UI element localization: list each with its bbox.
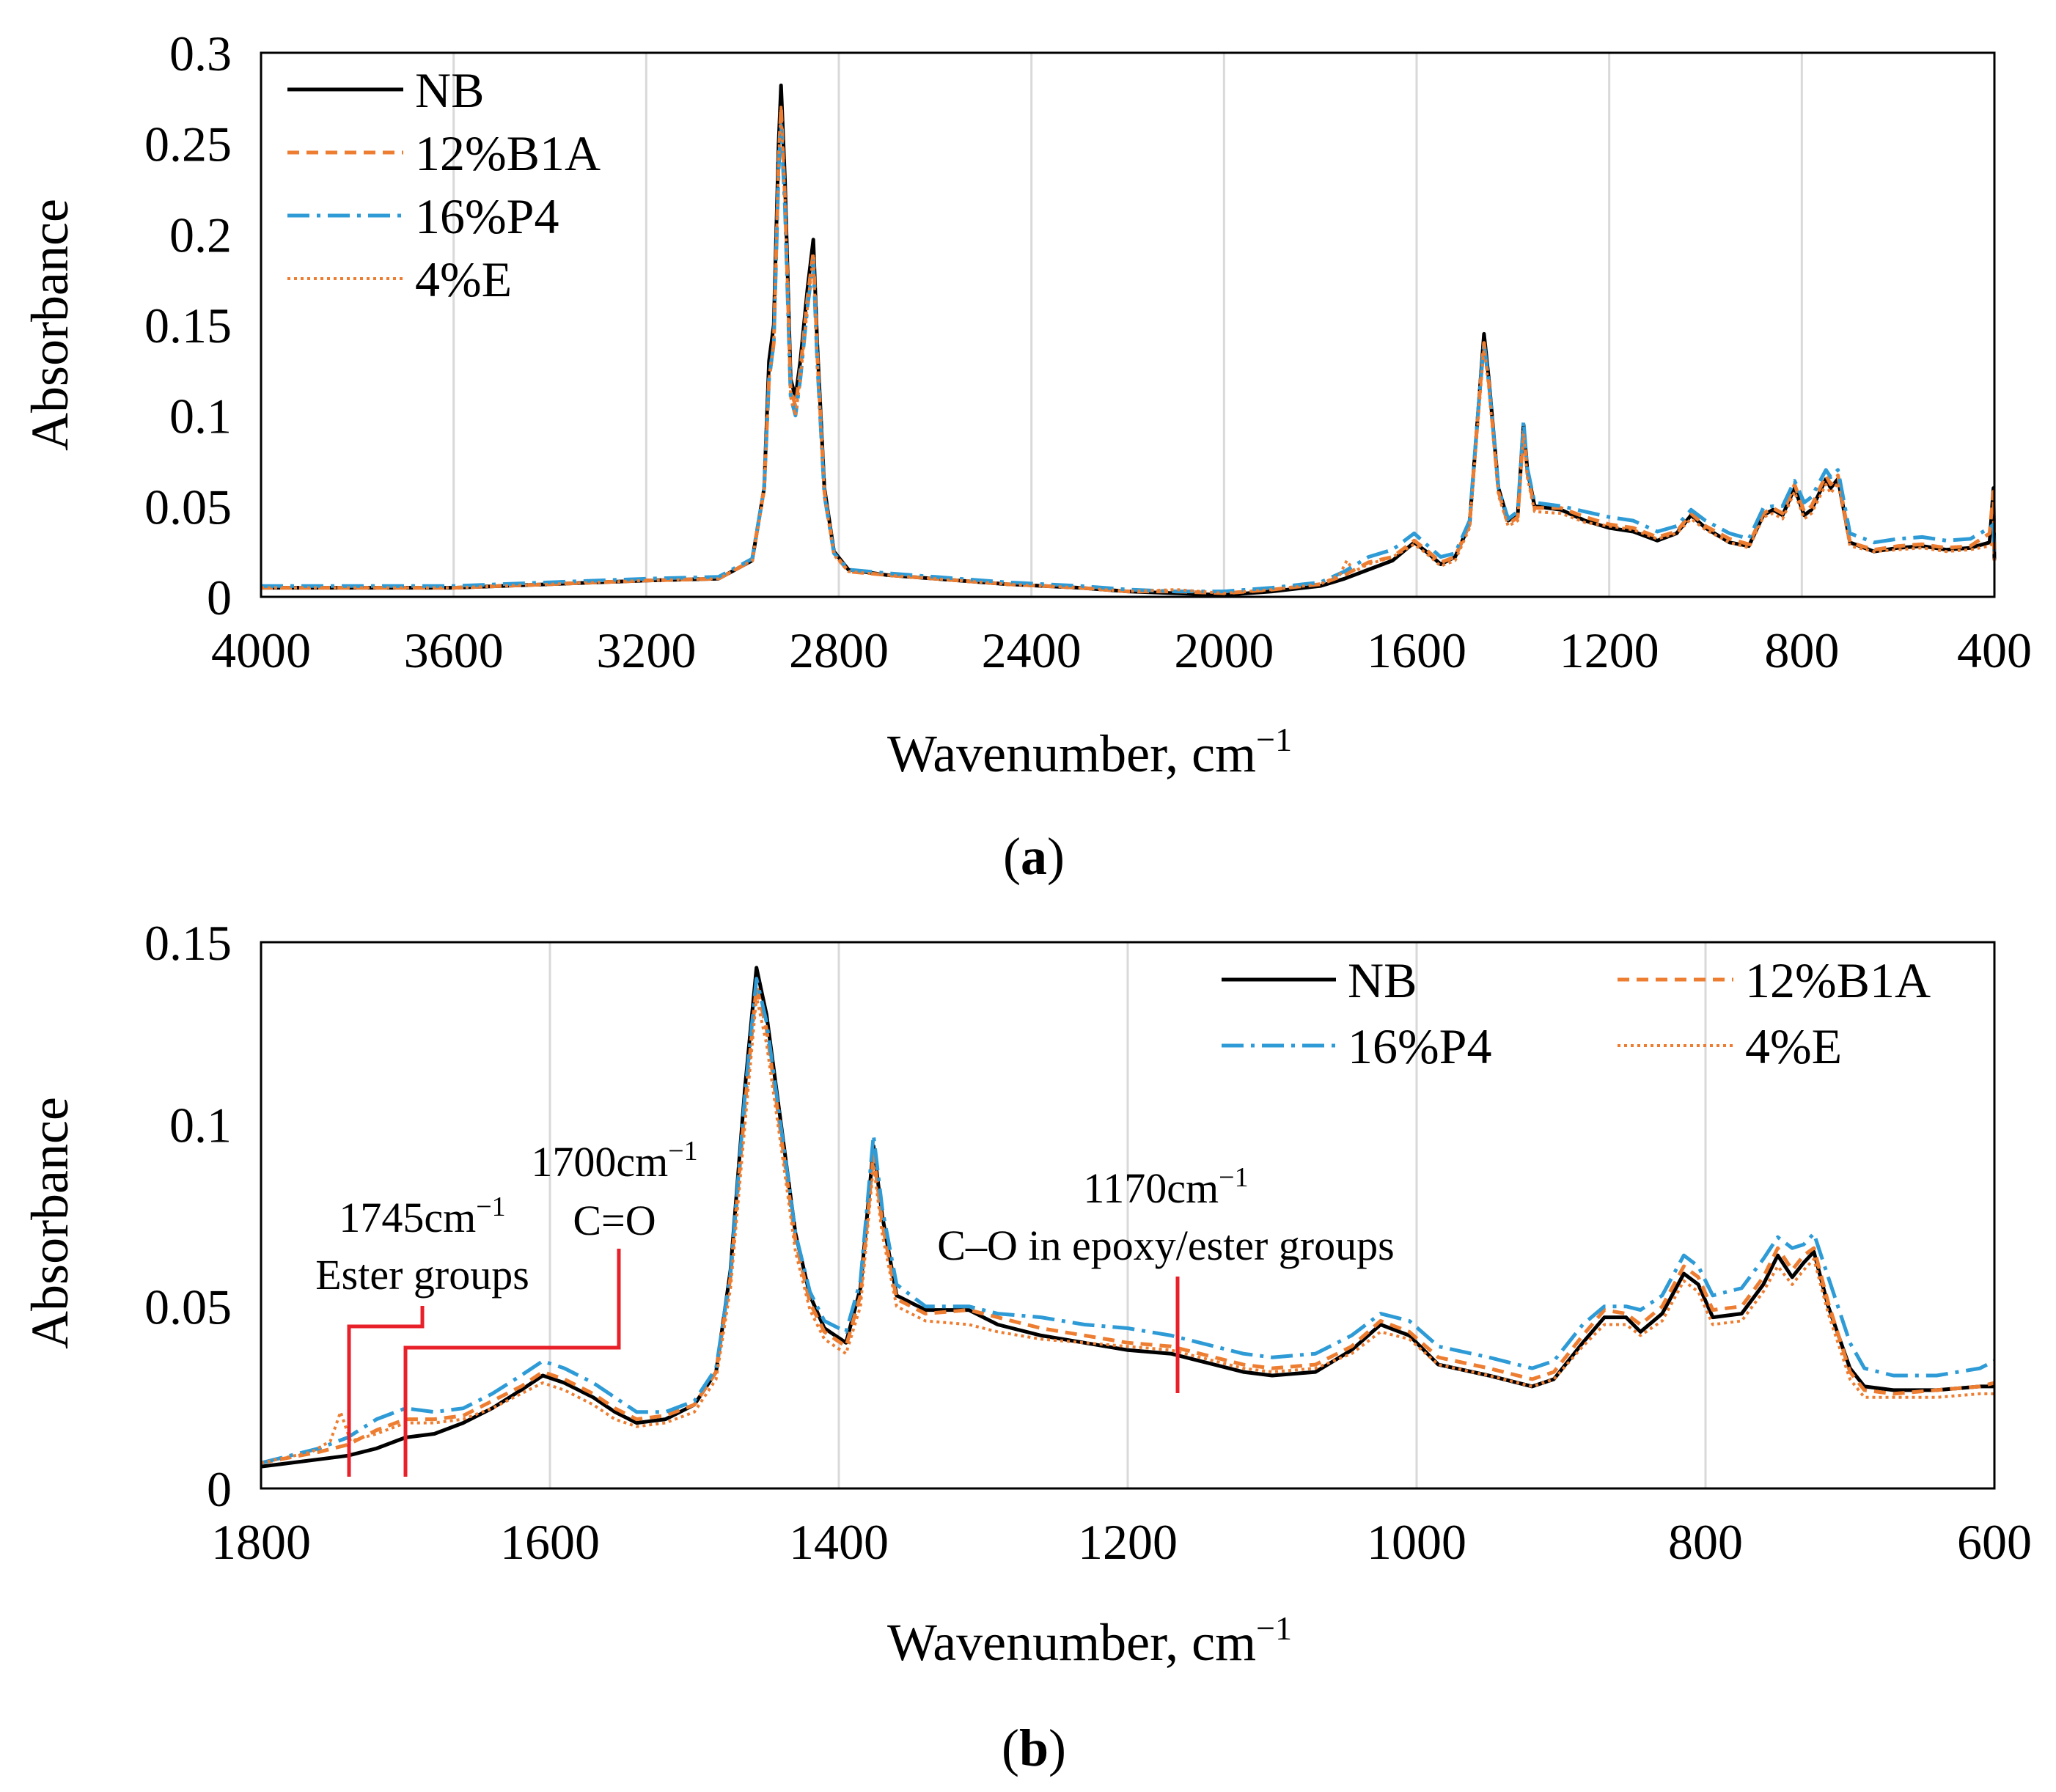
- chart-a-x-tick-label: 3200: [596, 623, 696, 678]
- chart-b-x-tick-label: 1400: [789, 1514, 889, 1570]
- legend-a-16p4-label: 16%P4: [415, 188, 559, 244]
- chart-b-legend: NB 12%B1A 16%P4 4%E: [1222, 952, 1931, 1074]
- chart-b-x-tick-labels: 1800 1600 1400 1200 1000 800 600: [211, 1514, 2032, 1570]
- chart-b-series: [260, 966, 1996, 1469]
- chart-a-x-tick-label: 3600: [404, 623, 504, 678]
- chart-b-annotations: 1745cm−1 Ester groups 1700cm−1 C=O 1170c…: [315, 1136, 1395, 1477]
- chart-b-x-tick-label: 1200: [1078, 1514, 1178, 1570]
- chart-a-x-tick-label: 2400: [982, 623, 1082, 678]
- chart-b-y-tick-label: 0.05: [144, 1279, 232, 1335]
- chart-b-y-axis-label: Absorbance: [21, 1097, 79, 1349]
- chart-b-series-16pct-p4: [260, 977, 1996, 1465]
- chart-a-y-tick-labels: 0 0.05 0.1 0.15 0.2 0.25 0.3: [144, 26, 232, 625]
- chart-b-x-tick-label: 600: [1957, 1514, 2032, 1570]
- chart-b-series-4pct-e: [260, 995, 1994, 1465]
- legend-b-12b1a-label: 12%B1A: [1745, 952, 1931, 1008]
- chart-a-y-tick-label: 0.3: [169, 26, 232, 81]
- chart-b: 00.050.10.15 1800 1600 1400 1200 1000 800 600 …: [21, 915, 2032, 1777]
- chart-a-x-tick-label: 1200: [1560, 623, 1659, 678]
- chart-b-y-tick-label: 0.1: [169, 1097, 232, 1153]
- annotation-1745-bracket: [347, 1306, 425, 1477]
- chart-a-x-axis-label: Wavenumber, cm−1: [887, 721, 1292, 783]
- chart-b-caption: (b): [1002, 1719, 1066, 1777]
- annotation-1170-label: 1170cm−1: [1083, 1162, 1248, 1212]
- chart-a-x-tick-label: 4000: [211, 623, 311, 678]
- chart-b-y-tick-label: 0.15: [144, 915, 232, 971]
- chart-a-x-tick-labels: 4000 3600 3200 2800 2400 2000 1600 1200 800 400: [211, 623, 2032, 678]
- legend-b-4e-label: 4%E: [1745, 1018, 1842, 1074]
- chart-b-x-tick-label: 1800: [211, 1514, 311, 1570]
- chart-a-series: [261, 84, 1997, 597]
- annotation-1170-sublabel: C–O in epoxy/ester groups: [937, 1222, 1394, 1269]
- chart-b-series-nb: [260, 966, 1994, 1469]
- legend-a-4e-label: 4%E: [415, 251, 512, 307]
- chart-b-y-tick-labels: 0 0.05 0.1 0.15: [144, 915, 232, 1517]
- annotation-1745-label: 1745cm−1: [339, 1191, 505, 1241]
- chart-b-series-12pct-b1a: [260, 984, 1995, 1465]
- chart-a-plot-frame: [260, 51, 1996, 598]
- chart-a-y-tick-label: 0.05: [144, 479, 232, 535]
- chart-b-y-tick-label: 0: [207, 1461, 232, 1517]
- chart-b-x-tick-label: 1000: [1367, 1514, 1466, 1570]
- chart-a-series-4pct-e: [261, 106, 1996, 595]
- annotation-1745-sublabel: Ester groups: [315, 1251, 529, 1299]
- chart-a-x-tick-label: 800: [1764, 623, 1839, 678]
- chart-a-y-tick-label: 0.2: [169, 207, 232, 262]
- chart-a-series-16pct-p4: [261, 123, 1997, 594]
- chart-a-x-tick-label: 2800: [789, 623, 889, 678]
- chart-b-plot-frame: [260, 941, 1996, 1490]
- chart-a-y-tick-label: 0: [207, 570, 232, 625]
- annotation-1700-bracket: [403, 1249, 621, 1477]
- legend-b-16p4-label: 16%P4: [1348, 1018, 1491, 1074]
- legend-b-nb-label: NB: [1348, 952, 1417, 1008]
- annotation-1700-sublabel: C=O: [573, 1197, 656, 1244]
- chart-b-x-tick-label: 800: [1668, 1514, 1743, 1570]
- annotation-1700-label: 1700cm−1: [531, 1136, 697, 1186]
- chart-a-y-tick-label: 0.25: [144, 117, 232, 172]
- chart-a-y-tick-label: 0.1: [169, 389, 232, 444]
- chart-b-x-axis-label: Wavenumber, cm−1: [887, 1609, 1292, 1672]
- legend-a-12b1a-label: 12%B1A: [415, 125, 601, 181]
- chart-a-y-axis-label: Absorbance: [21, 199, 79, 451]
- chart-b-x-tick-label: 1600: [500, 1514, 600, 1570]
- chart-a-legend: NB 12%B1A 16%P4 4%E: [287, 62, 601, 307]
- chart-a-x-tick-label: 1600: [1367, 623, 1466, 678]
- chart-a-gridlines: [452, 53, 1803, 597]
- chart-a-x-tick-label: 2000: [1174, 623, 1274, 678]
- chart-a-caption: (a): [1003, 827, 1065, 886]
- chart-a-x-tick-label: 400: [1957, 623, 2032, 678]
- legend-a-nb-label: NB: [415, 62, 484, 118]
- chart-a: 0 0.05 0.1 0.15 0.2 0.25 0.3 4000 3600 3200 2800 2…: [21, 26, 2032, 886]
- chart-b-gridlines: [548, 942, 1707, 1488]
- chart-a-y-tick-label: 0.15: [144, 298, 232, 353]
